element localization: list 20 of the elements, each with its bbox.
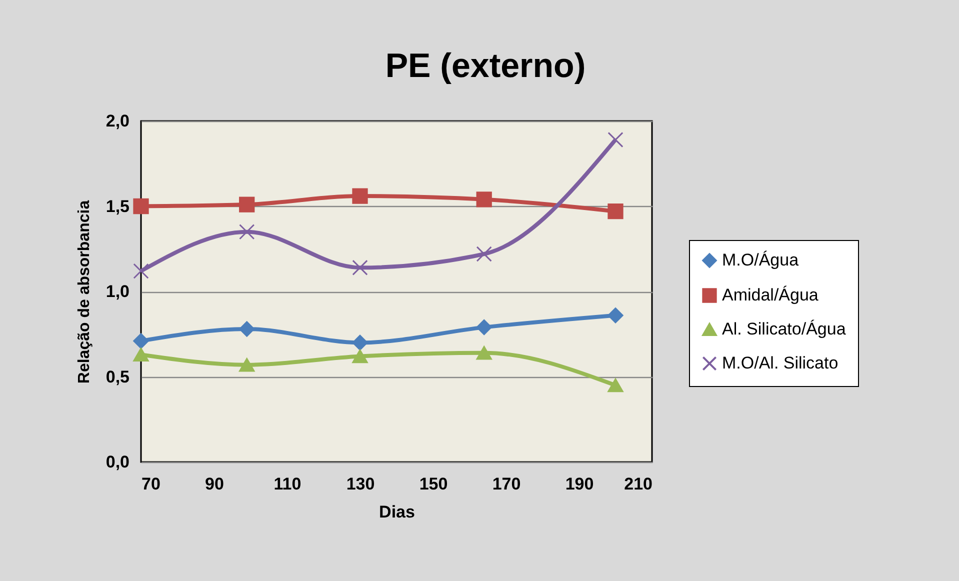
legend-label: Amidal/Água <box>722 286 819 304</box>
legend-label: M.O/Al. Silicato <box>722 354 838 372</box>
y-tick-label: 0,5 <box>106 367 130 386</box>
y-tick-label: 0,0 <box>106 452 130 472</box>
chart-title: PE (externo) <box>385 47 586 85</box>
x-tick-label: 170 <box>492 474 521 494</box>
legend-label: M.O/Água <box>722 250 800 270</box>
legend-label: Al. Silicato/Água <box>722 320 846 338</box>
x-tick-label: 190 <box>565 474 594 494</box>
y-tick-label: 1,0 <box>106 282 130 301</box>
x-tick-label: 90 <box>205 474 224 494</box>
x-tick-label: 110 <box>274 474 302 494</box>
x-tick-label: 130 <box>346 474 375 494</box>
x-tick-label: 70 <box>142 474 160 494</box>
x-tick-label: 210 <box>624 474 652 494</box>
y-tick-label: 1,5 <box>106 196 130 216</box>
x-tick-label: 150 <box>419 474 448 494</box>
x-axis-title: Dias <box>379 502 415 522</box>
y-tick-label: 2,0 <box>106 112 130 130</box>
y-axis-title: Relação de absorbancia <box>76 200 93 384</box>
